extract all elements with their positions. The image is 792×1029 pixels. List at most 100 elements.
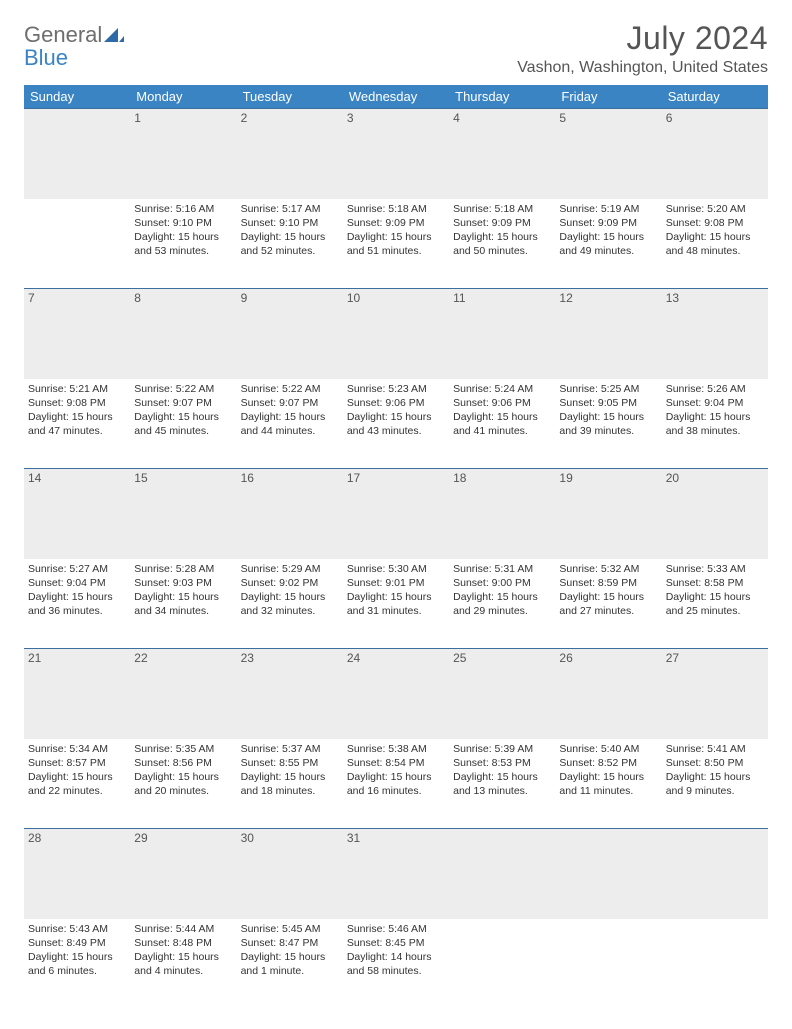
day-number: 9 bbox=[237, 289, 343, 379]
day-number: 8 bbox=[130, 289, 236, 379]
calendar-table: SundayMondayTuesdayWednesdayThursdayFrid… bbox=[24, 85, 768, 1009]
day-cell: Sunrise: 5:32 AMSunset: 8:59 PMDaylight:… bbox=[555, 559, 661, 649]
day-content: Sunrise: 5:25 AMSunset: 9:05 PMDaylight:… bbox=[559, 381, 657, 439]
day-content: Sunrise: 5:27 AMSunset: 9:04 PMDaylight:… bbox=[28, 561, 126, 619]
day-number: 29 bbox=[130, 829, 236, 919]
day-content: Sunrise: 5:38 AMSunset: 8:54 PMDaylight:… bbox=[347, 741, 445, 799]
day-cell bbox=[555, 919, 661, 1009]
day-cell: Sunrise: 5:25 AMSunset: 9:05 PMDaylight:… bbox=[555, 379, 661, 469]
day-cell: Sunrise: 5:24 AMSunset: 9:06 PMDaylight:… bbox=[449, 379, 555, 469]
day-number: 13 bbox=[662, 289, 768, 379]
day-number: 16 bbox=[237, 469, 343, 559]
day-number: 21 bbox=[24, 649, 130, 739]
day-cell: Sunrise: 5:27 AMSunset: 9:04 PMDaylight:… bbox=[24, 559, 130, 649]
day-content: Sunrise: 5:23 AMSunset: 9:06 PMDaylight:… bbox=[347, 381, 445, 439]
daynum-row: 123456 bbox=[24, 109, 768, 199]
day-content: Sunrise: 5:45 AMSunset: 8:47 PMDaylight:… bbox=[241, 921, 339, 979]
day-number bbox=[24, 109, 130, 199]
day-cell: Sunrise: 5:21 AMSunset: 9:08 PMDaylight:… bbox=[24, 379, 130, 469]
logo: General Blue bbox=[24, 20, 124, 70]
day-number: 15 bbox=[130, 469, 236, 559]
daynum-row: 28293031 bbox=[24, 829, 768, 919]
day-cell: Sunrise: 5:31 AMSunset: 9:00 PMDaylight:… bbox=[449, 559, 555, 649]
day-number: 18 bbox=[449, 469, 555, 559]
day-number: 30 bbox=[237, 829, 343, 919]
day-cell: Sunrise: 5:26 AMSunset: 9:04 PMDaylight:… bbox=[662, 379, 768, 469]
day-number: 22 bbox=[130, 649, 236, 739]
day-header: Thursday bbox=[449, 85, 555, 109]
title-block: July 2024 Vashon, Washington, United Sta… bbox=[517, 20, 768, 77]
day-header: Wednesday bbox=[343, 85, 449, 109]
daynum-row: 78910111213 bbox=[24, 289, 768, 379]
day-content: Sunrise: 5:21 AMSunset: 9:08 PMDaylight:… bbox=[28, 381, 126, 439]
day-number: 1 bbox=[130, 109, 236, 199]
day-header: Sunday bbox=[24, 85, 130, 109]
day-header: Friday bbox=[555, 85, 661, 109]
day-content: Sunrise: 5:22 AMSunset: 9:07 PMDaylight:… bbox=[134, 381, 232, 439]
location-text: Vashon, Washington, United States bbox=[517, 59, 768, 77]
day-cell: Sunrise: 5:37 AMSunset: 8:55 PMDaylight:… bbox=[237, 739, 343, 829]
day-cell: Sunrise: 5:17 AMSunset: 9:10 PMDaylight:… bbox=[237, 199, 343, 289]
day-cell: Sunrise: 5:43 AMSunset: 8:49 PMDaylight:… bbox=[24, 919, 130, 1009]
logo-text-blue: Blue bbox=[24, 45, 68, 70]
day-number: 20 bbox=[662, 469, 768, 559]
day-cell bbox=[24, 199, 130, 289]
day-number: 14 bbox=[24, 469, 130, 559]
day-cell: Sunrise: 5:38 AMSunset: 8:54 PMDaylight:… bbox=[343, 739, 449, 829]
content-row: Sunrise: 5:43 AMSunset: 8:49 PMDaylight:… bbox=[24, 919, 768, 1009]
day-content: Sunrise: 5:32 AMSunset: 8:59 PMDaylight:… bbox=[559, 561, 657, 619]
day-cell: Sunrise: 5:16 AMSunset: 9:10 PMDaylight:… bbox=[130, 199, 236, 289]
daynum-row: 14151617181920 bbox=[24, 469, 768, 559]
logo-sail-icon bbox=[104, 26, 124, 47]
day-content: Sunrise: 5:41 AMSunset: 8:50 PMDaylight:… bbox=[666, 741, 764, 799]
calendar-header: SundayMondayTuesdayWednesdayThursdayFrid… bbox=[24, 85, 768, 109]
day-cell: Sunrise: 5:45 AMSunset: 8:47 PMDaylight:… bbox=[237, 919, 343, 1009]
day-number: 6 bbox=[662, 109, 768, 199]
day-cell: Sunrise: 5:20 AMSunset: 9:08 PMDaylight:… bbox=[662, 199, 768, 289]
day-header: Monday bbox=[130, 85, 236, 109]
header: General Blue July 2024 Vashon, Washingto… bbox=[24, 20, 768, 77]
content-row: Sunrise: 5:21 AMSunset: 9:08 PMDaylight:… bbox=[24, 379, 768, 469]
day-content: Sunrise: 5:43 AMSunset: 8:49 PMDaylight:… bbox=[28, 921, 126, 979]
day-number: 24 bbox=[343, 649, 449, 739]
day-content: Sunrise: 5:20 AMSunset: 9:08 PMDaylight:… bbox=[666, 201, 764, 259]
day-content: Sunrise: 5:26 AMSunset: 9:04 PMDaylight:… bbox=[666, 381, 764, 439]
day-number: 10 bbox=[343, 289, 449, 379]
day-number: 11 bbox=[449, 289, 555, 379]
day-number bbox=[662, 829, 768, 919]
day-content: Sunrise: 5:31 AMSunset: 9:00 PMDaylight:… bbox=[453, 561, 551, 619]
day-content: Sunrise: 5:28 AMSunset: 9:03 PMDaylight:… bbox=[134, 561, 232, 619]
day-content: Sunrise: 5:33 AMSunset: 8:58 PMDaylight:… bbox=[666, 561, 764, 619]
logo-text-general: General bbox=[24, 22, 102, 47]
content-row: Sunrise: 5:16 AMSunset: 9:10 PMDaylight:… bbox=[24, 199, 768, 289]
day-number: 4 bbox=[449, 109, 555, 199]
day-number: 26 bbox=[555, 649, 661, 739]
day-cell bbox=[662, 919, 768, 1009]
day-content: Sunrise: 5:46 AMSunset: 8:45 PMDaylight:… bbox=[347, 921, 445, 979]
day-cell: Sunrise: 5:35 AMSunset: 8:56 PMDaylight:… bbox=[130, 739, 236, 829]
day-cell: Sunrise: 5:22 AMSunset: 9:07 PMDaylight:… bbox=[237, 379, 343, 469]
day-content: Sunrise: 5:39 AMSunset: 8:53 PMDaylight:… bbox=[453, 741, 551, 799]
day-content: Sunrise: 5:30 AMSunset: 9:01 PMDaylight:… bbox=[347, 561, 445, 619]
day-number: 25 bbox=[449, 649, 555, 739]
content-row: Sunrise: 5:27 AMSunset: 9:04 PMDaylight:… bbox=[24, 559, 768, 649]
content-row: Sunrise: 5:34 AMSunset: 8:57 PMDaylight:… bbox=[24, 739, 768, 829]
day-number: 31 bbox=[343, 829, 449, 919]
day-number: 23 bbox=[237, 649, 343, 739]
day-number: 12 bbox=[555, 289, 661, 379]
day-number: 7 bbox=[24, 289, 130, 379]
page-title: July 2024 bbox=[517, 20, 768, 57]
day-cell: Sunrise: 5:23 AMSunset: 9:06 PMDaylight:… bbox=[343, 379, 449, 469]
day-cell: Sunrise: 5:46 AMSunset: 8:45 PMDaylight:… bbox=[343, 919, 449, 1009]
day-cell: Sunrise: 5:30 AMSunset: 9:01 PMDaylight:… bbox=[343, 559, 449, 649]
day-header: Saturday bbox=[662, 85, 768, 109]
day-content: Sunrise: 5:35 AMSunset: 8:56 PMDaylight:… bbox=[134, 741, 232, 799]
day-cell: Sunrise: 5:19 AMSunset: 9:09 PMDaylight:… bbox=[555, 199, 661, 289]
day-cell: Sunrise: 5:44 AMSunset: 8:48 PMDaylight:… bbox=[130, 919, 236, 1009]
calendar-body: 123456Sunrise: 5:16 AMSunset: 9:10 PMDay… bbox=[24, 109, 768, 1009]
day-number: 5 bbox=[555, 109, 661, 199]
day-cell bbox=[449, 919, 555, 1009]
day-number bbox=[449, 829, 555, 919]
daynum-row: 21222324252627 bbox=[24, 649, 768, 739]
day-cell: Sunrise: 5:29 AMSunset: 9:02 PMDaylight:… bbox=[237, 559, 343, 649]
